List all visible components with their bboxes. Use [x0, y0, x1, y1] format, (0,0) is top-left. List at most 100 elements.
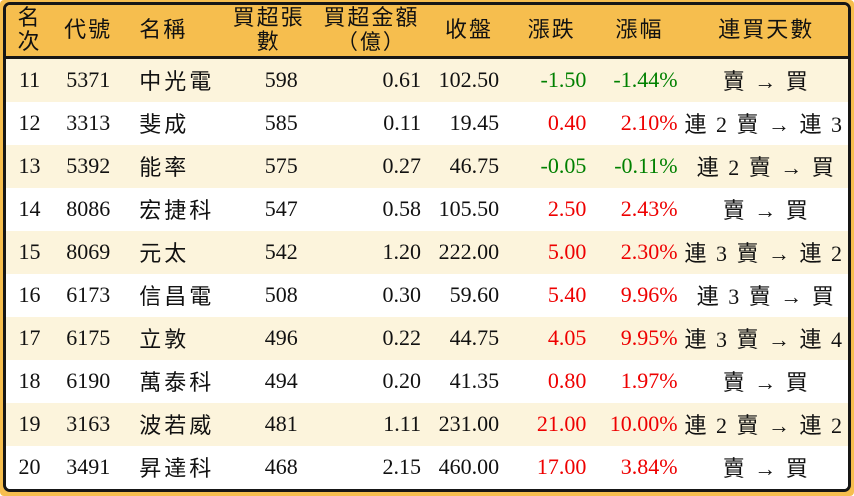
change-cell: 17.00: [509, 445, 595, 489]
rank-cell: 12: [6, 102, 54, 145]
table-row: 18 6190 萬泰科 494 0.20 41.35 0.80 1.97% 賣 …: [6, 359, 848, 403]
close-cell: 41.35: [428, 359, 510, 403]
name-cell: 立敦: [123, 316, 224, 360]
amount-cell: 0.11: [313, 102, 429, 145]
close-cell: 460.00: [428, 445, 510, 489]
code-cell: 3491: [53, 445, 124, 489]
code-cell: 3313: [53, 102, 124, 145]
header-amount-unit: （億）: [336, 29, 406, 54]
amount-cell: 0.61: [313, 57, 429, 102]
table-row: 12 3313 斐成 585 0.11 19.45 0.40 2.10% 連 2…: [6, 102, 848, 145]
change-pct-cell: 1.97%: [594, 359, 685, 403]
table-frame: 名次 代號 名稱 買超張數 買超金額 （億） 收盤 漲跌 漲幅 連買天數 11: [3, 2, 851, 492]
volume-cell: 585: [223, 102, 314, 145]
close-cell: 222.00: [428, 230, 510, 274]
close-cell: 46.75: [428, 144, 510, 188]
table-row: 20 3491 昇達科 468 2.15 460.00 17.00 3.84% …: [6, 445, 848, 489]
table-row: 17 6175 立敦 496 0.22 44.75 4.05 9.95% 連 3…: [6, 316, 848, 360]
close-cell: 105.50: [428, 187, 510, 231]
volume-cell: 598: [223, 57, 314, 102]
code-cell: 5371: [53, 57, 124, 102]
rank-cell: 18: [6, 359, 54, 403]
streak-cell: 連 2 賣 → 連 3 買: [684, 102, 848, 145]
table-row: 13 5392 能率 575 0.27 46.75 -0.05 -0.11% 連…: [6, 144, 848, 188]
volume-cell: 547: [223, 187, 314, 231]
table-row: 11 5371 中光電 598 0.61 102.50 -1.50 -1.44%…: [6, 57, 848, 102]
name-cell: 波若威: [123, 402, 224, 446]
volume-cell: 481: [223, 402, 314, 446]
name-cell: 斐成: [123, 102, 224, 145]
code-cell: 8086: [53, 187, 124, 231]
header-rank: 名次: [6, 5, 54, 59]
table-row: 15 8069 元太 542 1.20 222.00 5.00 2.30% 連 …: [6, 230, 848, 274]
streak-cell: 賣 → 買: [684, 445, 848, 489]
close-cell: 19.45: [428, 102, 510, 145]
streak-cell: 賣 → 買: [684, 57, 848, 102]
name-cell: 萬泰科: [123, 359, 224, 403]
change-cell: 0.80: [509, 359, 595, 403]
streak-cell: 連 3 賣 → 連 2 買: [684, 230, 848, 274]
change-pct-cell: 2.30%: [594, 230, 685, 274]
change-pct-cell: 3.84%: [594, 445, 685, 489]
header-change: 漲跌: [509, 5, 595, 59]
volume-cell: 508: [223, 273, 314, 317]
change-cell: 4.05: [509, 316, 595, 360]
rank-cell: 17: [6, 316, 54, 360]
volume-cell: 468: [223, 445, 314, 489]
code-cell: 5392: [53, 144, 124, 188]
change-pct-cell: 9.96%: [594, 273, 685, 317]
volume-cell: 575: [223, 144, 314, 188]
change-cell: -1.50: [509, 57, 595, 102]
header-volume: 買超張數: [223, 5, 314, 59]
volume-cell: 494: [223, 359, 314, 403]
change-pct-cell: 2.43%: [594, 187, 685, 231]
amount-cell: 0.22: [313, 316, 429, 360]
change-pct-cell: 2.10%: [594, 102, 685, 145]
name-cell: 元太: [123, 230, 224, 274]
header-name: 名稱: [123, 5, 224, 59]
table-row: 16 6173 信昌電 508 0.30 59.60 5.40 9.96% 連 …: [6, 273, 848, 317]
change-cell: -0.05: [509, 144, 595, 188]
name-cell: 中光電: [123, 57, 224, 102]
table-row: 19 3163 波若威 481 1.11 231.00 21.00 10.00%…: [6, 402, 848, 446]
change-cell: 21.00: [509, 402, 595, 446]
amount-cell: 1.11: [313, 402, 429, 446]
header-amount: 買超金額 （億）: [313, 5, 429, 59]
name-cell: 信昌電: [123, 273, 224, 317]
rank-cell: 16: [6, 273, 54, 317]
close-cell: 44.75: [428, 316, 510, 360]
change-pct-cell: 10.00%: [594, 402, 685, 446]
volume-cell: 542: [223, 230, 314, 274]
close-cell: 231.00: [428, 402, 510, 446]
header-streak: 連買天數: [684, 5, 848, 59]
close-cell: 59.60: [428, 273, 510, 317]
rank-cell: 11: [6, 57, 54, 102]
name-cell: 宏捷科: [123, 187, 224, 231]
amount-cell: 1.20: [313, 230, 429, 274]
table-header: 名次 代號 名稱 買超張數 買超金額 （億） 收盤 漲跌 漲幅 連買天數: [6, 5, 848, 59]
header-amount-main: 買超金額: [323, 5, 420, 31]
rank-cell: 13: [6, 144, 54, 188]
table-body: 11 5371 中光電 598 0.61 102.50 -1.50 -1.44%…: [6, 57, 848, 489]
rank-cell: 20: [6, 445, 54, 489]
amount-cell: 0.58: [313, 187, 429, 231]
name-cell: 能率: [123, 144, 224, 188]
amount-cell: 0.27: [313, 144, 429, 188]
change-cell: 2.50: [509, 187, 595, 231]
table-row: 14 8086 宏捷科 547 0.58 105.50 2.50 2.43% 賣…: [6, 187, 848, 231]
code-cell: 6190: [53, 359, 124, 403]
rank-cell: 14: [6, 187, 54, 231]
change-pct-cell: -0.11%: [594, 144, 685, 188]
change-cell: 5.00: [509, 230, 595, 274]
code-cell: 6175: [53, 316, 124, 360]
change-pct-cell: -1.44%: [594, 57, 685, 102]
amount-cell: 0.20: [313, 359, 429, 403]
close-cell: 102.50: [428, 57, 510, 102]
streak-cell: 賣 → 買: [684, 359, 848, 403]
header-change-pct: 漲幅: [594, 5, 685, 59]
streak-cell: 連 3 賣 → 買: [684, 273, 848, 317]
header-code: 代號: [53, 5, 124, 59]
net-buy-ranking-table: 名次 代號 名稱 買超張數 買超金額 （億） 收盤 漲跌 漲幅 連買天數 11: [6, 5, 848, 489]
streak-cell: 賣 → 買: [684, 187, 848, 231]
